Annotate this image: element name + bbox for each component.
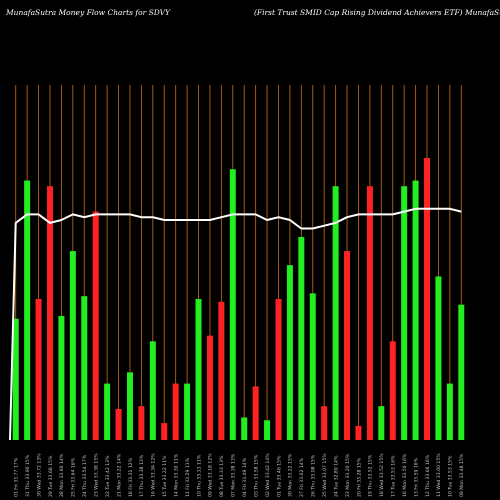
- x-tick-label: 10 Tue 33.53 15%: [448, 455, 454, 497]
- x-tick-label: 04 Fri 33.49 14%: [242, 457, 248, 497]
- x-tick-label: 10 Thu 33.13 11%: [196, 454, 202, 497]
- bar-down: [389, 341, 396, 440]
- bar-up: [446, 383, 453, 440]
- bar-up: [298, 236, 305, 440]
- bar-up: [378, 406, 385, 440]
- bar-up: [412, 180, 419, 440]
- x-tick-label: 24 Tue 32.89 14%: [333, 455, 339, 497]
- x-tick-label: 25 Wed 33.07 15%: [322, 453, 328, 497]
- x-tick-label: 26 Thu 33.08 15%: [311, 454, 317, 497]
- bar-up: [81, 296, 88, 440]
- chart-subtitle: (First Trust SMID Cap Rising Dividend Ac…: [254, 8, 500, 17]
- x-tick-label: 28 Mon 33.60 14%: [59, 453, 65, 497]
- trend-line-layer: [9, 207, 462, 441]
- bar-down: [172, 383, 179, 440]
- x-tick-label: 01 Fri 33.77 17%: [14, 457, 20, 497]
- x-tick-label: 16 Mon 33.56 16%: [402, 453, 408, 497]
- bar-up: [264, 420, 271, 440]
- bar-down: [321, 406, 328, 440]
- bar-up: [286, 265, 293, 440]
- bar-up: [309, 293, 316, 440]
- x-tick-label: 01 Tue 33.46 15%: [276, 455, 282, 497]
- x-tick-label: 12 Thu 33.66 16%: [425, 454, 431, 497]
- bar-down: [366, 186, 373, 440]
- x-tick-label: 03 Thu 33.58 15%: [253, 454, 259, 497]
- bar-down: [138, 406, 145, 440]
- bar-up: [149, 341, 156, 440]
- x-tick-label: 18 Wed 33.52 15%: [379, 453, 385, 497]
- bar-up: [104, 383, 111, 440]
- bar-up: [24, 180, 31, 440]
- x-tick-label: 19 Thu 33.52 15%: [368, 454, 374, 497]
- x-tick-label: 17 Thu 33.38 13%: [139, 454, 145, 497]
- bar-up: [12, 318, 19, 440]
- bar-down: [424, 158, 431, 440]
- x-tick-label: 30 Mon 33.22 15%: [288, 453, 294, 497]
- bar-down: [115, 408, 122, 440]
- bar-up: [458, 304, 465, 440]
- x-tick-labels: 01 Fri 33.77 17% 31 Thu 33.90 15% 30 Wed 3…: [14, 453, 466, 497]
- x-tick-label: 21 Mon 33.22 14%: [116, 453, 122, 497]
- x-tick-label: 17 Tue 33.53 16%: [391, 455, 397, 497]
- bar-down: [344, 251, 351, 440]
- x-tick-label: 13 Fri 33.59 16%: [413, 457, 419, 497]
- bar-down: [35, 299, 42, 440]
- bars: [12, 158, 465, 440]
- bar-down: [46, 186, 53, 440]
- x-tick-label: 11 Wed 33.60 15%: [436, 453, 442, 497]
- x-tick-label: 22 Tue 33.42 13%: [105, 455, 111, 497]
- bar-down: [275, 299, 282, 440]
- x-tick-label: 11 Fri 33.29 11%: [185, 457, 191, 497]
- bar-down: [218, 301, 225, 440]
- bar-up: [332, 186, 339, 440]
- x-tick-label: 16 Wed 33.34 12%: [151, 453, 157, 497]
- trend-line: [9, 207, 462, 441]
- x-tick-label: 23 Wed 33.38 15%: [93, 453, 99, 497]
- bar-up: [229, 169, 236, 440]
- bar-down: [252, 386, 259, 440]
- bar-up: [401, 186, 408, 440]
- bar-up: [195, 299, 202, 440]
- bar-down: [161, 423, 168, 440]
- x-tick-label: 29 Tue 33.68 15%: [48, 455, 54, 497]
- bar-up: [69, 251, 76, 440]
- x-tick-label: 27 Fri 33.02 14%: [299, 457, 305, 497]
- bar-down: [206, 335, 213, 440]
- chart-title: MunafaSutra Money Flow Charts for SDVY: [6, 8, 171, 17]
- bar-down: [355, 425, 362, 440]
- x-tick-label: 15 Tue 33.22 11%: [162, 455, 168, 497]
- x-tick-label: 14 Mon 33.30 11%: [173, 453, 179, 497]
- x-tick-label: 31 Thu 33.90 15%: [25, 454, 31, 497]
- bar-up: [435, 276, 442, 440]
- bar-up: [126, 372, 133, 440]
- x-tick-label: 08 Tue 33.33 13%: [219, 455, 225, 497]
- x-tick-label: 07 Mon 33.38 13%: [231, 453, 237, 497]
- bar-up: [184, 383, 191, 440]
- bar-up: [241, 417, 248, 440]
- x-tick-label: 30 Wed 33.72 13%: [36, 453, 42, 497]
- x-tick-label: 09 Wed 33.18 12%: [208, 453, 214, 497]
- x-tick-label: 09 Mon 33.48 15%: [459, 453, 465, 497]
- x-tick-label: 02 Wed 33.42 14%: [265, 453, 271, 497]
- x-tick-label: 23 Mon 33.20 15%: [345, 453, 351, 497]
- x-tick-label: 24 Thu 33.54 17%: [82, 454, 88, 497]
- x-tick-label: 25 Fri 33.64 16%: [71, 457, 77, 497]
- bar-up: [58, 315, 65, 440]
- bar-down: [92, 211, 99, 440]
- x-tick-label: 20 Fri 33.28 15%: [356, 457, 362, 497]
- x-tick-label: 18 Fri 33.31 12%: [128, 457, 134, 497]
